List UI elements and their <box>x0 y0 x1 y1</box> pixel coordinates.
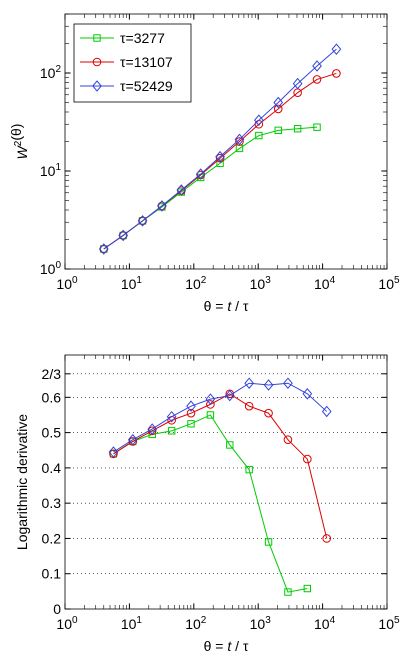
data-point-52429 <box>263 379 274 391</box>
y-tick-label-10-1: 101 <box>40 162 62 179</box>
x-tick-label-10-4: 104 <box>314 615 336 632</box>
data-point-3277 <box>274 126 282 135</box>
data-point-13107 <box>312 75 322 84</box>
data-point-52429 <box>176 184 187 196</box>
data-point-52429 <box>166 410 177 423</box>
data-point-3277 <box>226 441 234 449</box>
data-point-13107 <box>186 408 196 418</box>
y-tick-label-0-1: 0.1 <box>42 566 62 582</box>
data-point-52429 <box>127 433 138 446</box>
y-tick-label-0-4: 0.4 <box>42 460 62 476</box>
x-tick-label-10-0: 100 <box>56 615 78 632</box>
series-52429 <box>98 43 342 255</box>
data-point-52429 <box>157 200 167 212</box>
data-point-52429 <box>195 168 206 180</box>
data-point-52429 <box>147 423 158 435</box>
legend-entry-3277: τ=3277 <box>120 30 165 46</box>
data-point-52429 <box>234 133 245 146</box>
x-axis-label: θ = t / τ <box>204 638 249 654</box>
y-tick-label-0-5: 0.5 <box>42 425 62 441</box>
data-point-13107 <box>264 408 273 418</box>
data-point-13107 <box>244 401 254 411</box>
y-tick-label-0-6: 0.6 <box>42 389 62 405</box>
data-point-13107 <box>332 69 341 78</box>
data-point-52429 <box>118 229 129 242</box>
data-point-52429 <box>98 243 109 255</box>
data-point-3277 <box>187 420 195 428</box>
x-tick-label-10-1: 101 <box>121 615 143 632</box>
data-point-52429 <box>137 215 148 227</box>
data-point-3277 <box>313 123 321 131</box>
series-52429 <box>108 377 332 458</box>
x-tick-label-10-2: 102 <box>185 275 207 292</box>
legend-swatch-marker-52429 <box>92 80 102 92</box>
data-point-52429 <box>283 377 293 389</box>
x-tick-label-10-4: 104 <box>314 275 336 292</box>
data-point-52429 <box>302 388 313 400</box>
data-point-13107 <box>303 454 312 464</box>
x-tick-label-10-5: 105 <box>378 275 400 292</box>
data-point-52429 <box>292 77 303 90</box>
data-point-52429 <box>331 43 342 55</box>
y-tick-label-10-2: 102 <box>40 64 62 81</box>
x-tick-label-10-3: 103 <box>250 275 272 292</box>
x-tick-label-10-5: 105 <box>378 615 400 632</box>
data-point-52429 <box>273 96 284 109</box>
data-point-3277 <box>245 465 253 474</box>
x-tick-label-10-3: 103 <box>250 615 272 632</box>
data-point-52429 <box>205 393 216 405</box>
data-point-13107 <box>273 104 283 114</box>
legend-swatch-marker-13107 <box>92 57 102 67</box>
data-point-13107 <box>206 400 215 409</box>
data-point-3277 <box>138 217 147 225</box>
legend-entry-52429: τ=52429 <box>120 78 173 94</box>
y-tick-label-0-3: 0.3 <box>42 495 62 511</box>
x-axis-label: θ = t / τ <box>204 298 249 314</box>
data-point-3277 <box>216 159 224 167</box>
data-point-13107 <box>322 534 332 543</box>
chart-width-squared: 100 101 102 103 104 105 100 101 102 θ = t / τ W2(θ… <box>8 13 400 314</box>
data-point-13107 <box>283 435 293 444</box>
data-point-3277 <box>284 588 292 596</box>
y-axis-label: Logarithmic derivative <box>14 414 30 550</box>
y-tick-label-0-2: 0.2 <box>42 530 62 546</box>
x-tick-label-10-1: 101 <box>121 275 143 292</box>
data-point-3277 <box>303 584 312 593</box>
data-point-52429 <box>186 400 196 412</box>
data-point-52429 <box>321 405 332 418</box>
legend: τ=3277 τ=13107 τ=52429 <box>73 23 192 103</box>
x-tick-label-10-0: 100 <box>56 275 78 292</box>
y-tick-label-10-0: 100 <box>40 260 62 277</box>
legend-entry-13107: τ=13107 <box>120 54 173 70</box>
series-line-52429 <box>103 48 337 250</box>
data-point-3277 <box>167 427 176 435</box>
data-point-13107 <box>235 137 244 146</box>
data-point-52429 <box>312 60 322 72</box>
data-point-52429 <box>254 114 264 126</box>
data-point-52429 <box>244 377 255 389</box>
data-point-3277 <box>255 131 263 140</box>
x-tick-label-10-2: 102 <box>185 615 207 632</box>
y-tick-label-0: 0 <box>53 601 61 617</box>
y-axis-label: W2(θ) <box>8 124 30 160</box>
data-point-52429 <box>224 389 235 402</box>
data-point-3277 <box>100 245 108 253</box>
chart-logarithmic-derivative: 100 101 102 103 104 105 0 0.1 0.2 0.3 0.4 0.5 0.6 2/3… <box>14 354 400 654</box>
data-point-3277 <box>264 538 273 546</box>
legend-swatch-marker-3277 <box>93 34 101 42</box>
data-point-3277 <box>206 411 215 419</box>
data-point-3277 <box>119 231 127 240</box>
data-point-3277 <box>293 125 302 133</box>
y-tick-label-2-3: 2/3 <box>42 366 62 382</box>
series-line-3277 <box>113 414 308 593</box>
data-point-52429 <box>215 150 225 163</box>
data-point-52429 <box>108 446 119 458</box>
